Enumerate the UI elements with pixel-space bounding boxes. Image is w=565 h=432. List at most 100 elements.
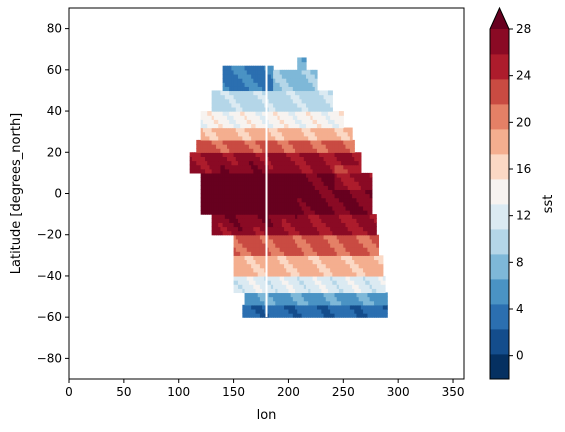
sst-cell bbox=[227, 209, 230, 215]
sst-cell bbox=[244, 189, 248, 195]
sst-cell bbox=[327, 255, 331, 261]
sst-cell bbox=[257, 193, 261, 199]
sst-cell bbox=[290, 222, 294, 228]
sst-cell bbox=[327, 275, 331, 281]
sst-cell bbox=[354, 296, 358, 302]
sst-cell bbox=[284, 280, 287, 285]
sst-cell bbox=[310, 73, 314, 79]
sst-cell bbox=[312, 86, 316, 92]
sst-cell bbox=[349, 201, 353, 207]
sst-cell bbox=[299, 90, 303, 96]
sst-cell bbox=[270, 193, 274, 199]
sst-cell bbox=[356, 205, 360, 211]
sst-cell bbox=[349, 226, 353, 232]
sst-cell bbox=[292, 152, 296, 157]
sst-cell bbox=[292, 263, 296, 269]
sst-cell bbox=[363, 218, 366, 223]
sst-cell bbox=[301, 242, 305, 248]
sst-cell bbox=[349, 205, 353, 211]
sst-cell bbox=[224, 111, 228, 116]
sst-cell bbox=[295, 259, 298, 265]
sst-cell bbox=[266, 242, 270, 248]
sst-cell bbox=[358, 275, 362, 281]
sst-cell bbox=[253, 205, 257, 211]
sst-cell bbox=[330, 255, 333, 261]
sst-cell bbox=[218, 148, 222, 153]
sst-cell bbox=[233, 205, 237, 211]
sst-cell bbox=[229, 168, 232, 174]
sst-cell bbox=[251, 115, 254, 120]
sst-cell bbox=[327, 164, 331, 170]
sst-cell bbox=[325, 205, 329, 211]
sst-cell bbox=[341, 238, 344, 244]
sst-cell bbox=[288, 185, 292, 190]
sst-cell bbox=[316, 275, 320, 281]
sst-cell bbox=[266, 94, 270, 100]
sst-cell bbox=[321, 296, 325, 302]
sst-cell bbox=[231, 197, 235, 203]
sst-cell bbox=[231, 94, 235, 100]
sst-cell bbox=[297, 160, 301, 166]
sst-cell bbox=[356, 275, 360, 281]
sst-cell bbox=[316, 292, 320, 298]
sst-cell bbox=[242, 230, 246, 236]
sst-cell bbox=[376, 267, 380, 273]
sst-cell bbox=[209, 197, 213, 203]
sst-cell bbox=[345, 197, 349, 203]
sst-cell bbox=[363, 197, 366, 203]
sst-cell bbox=[218, 135, 222, 141]
sst-cell bbox=[321, 313, 325, 318]
sst-cell bbox=[209, 119, 213, 125]
sst-cell bbox=[248, 304, 252, 310]
sst-cell bbox=[281, 201, 285, 207]
sst-cell bbox=[288, 131, 292, 137]
sst-cell bbox=[323, 247, 327, 252]
colorbar-swatch bbox=[490, 304, 509, 330]
sst-cell bbox=[240, 139, 243, 145]
sst-cell bbox=[301, 139, 305, 145]
sst-cell bbox=[284, 189, 287, 195]
sst-cell bbox=[371, 247, 375, 252]
sst-cell bbox=[284, 156, 287, 162]
sst-cell bbox=[345, 247, 349, 252]
sst-cell bbox=[270, 172, 274, 178]
sst-cell bbox=[262, 73, 265, 79]
sst-cell bbox=[292, 73, 296, 79]
sst-cell bbox=[312, 189, 316, 195]
sst-cell bbox=[299, 65, 303, 71]
sst-cell bbox=[349, 127, 353, 133]
sst-cell bbox=[273, 82, 276, 87]
sst-cell bbox=[365, 284, 369, 289]
sst-cell bbox=[277, 218, 281, 223]
sst-cell bbox=[303, 222, 307, 228]
sst-cell bbox=[251, 98, 254, 104]
sst-cell bbox=[270, 242, 274, 248]
sst-cell bbox=[334, 300, 338, 306]
sst-cell bbox=[275, 164, 279, 170]
sst-cell bbox=[227, 73, 230, 79]
sst-cell bbox=[369, 267, 373, 273]
sst-cell bbox=[310, 280, 314, 285]
sst-cell bbox=[310, 177, 314, 182]
sst-cell bbox=[281, 185, 285, 190]
sst-cell bbox=[259, 201, 263, 207]
sst-cell bbox=[248, 201, 252, 207]
sst-cell bbox=[237, 189, 241, 195]
sst-cell bbox=[306, 201, 309, 207]
sst-cell bbox=[356, 284, 360, 289]
sst-cell bbox=[303, 160, 307, 166]
sst-cell bbox=[191, 156, 195, 162]
sst-cell bbox=[343, 313, 347, 318]
sst-cell bbox=[297, 255, 301, 261]
sst-cell bbox=[327, 300, 331, 306]
sst-cell bbox=[303, 280, 307, 285]
sst-cell bbox=[251, 181, 254, 186]
sst-cell bbox=[211, 106, 215, 112]
sst-cell bbox=[332, 263, 336, 269]
sst-cell bbox=[303, 177, 307, 182]
sst-cell bbox=[352, 193, 355, 199]
sst-cell bbox=[312, 300, 316, 306]
sst-cell bbox=[216, 214, 219, 219]
sst-cell bbox=[308, 86, 311, 92]
sst-cell bbox=[369, 255, 373, 261]
